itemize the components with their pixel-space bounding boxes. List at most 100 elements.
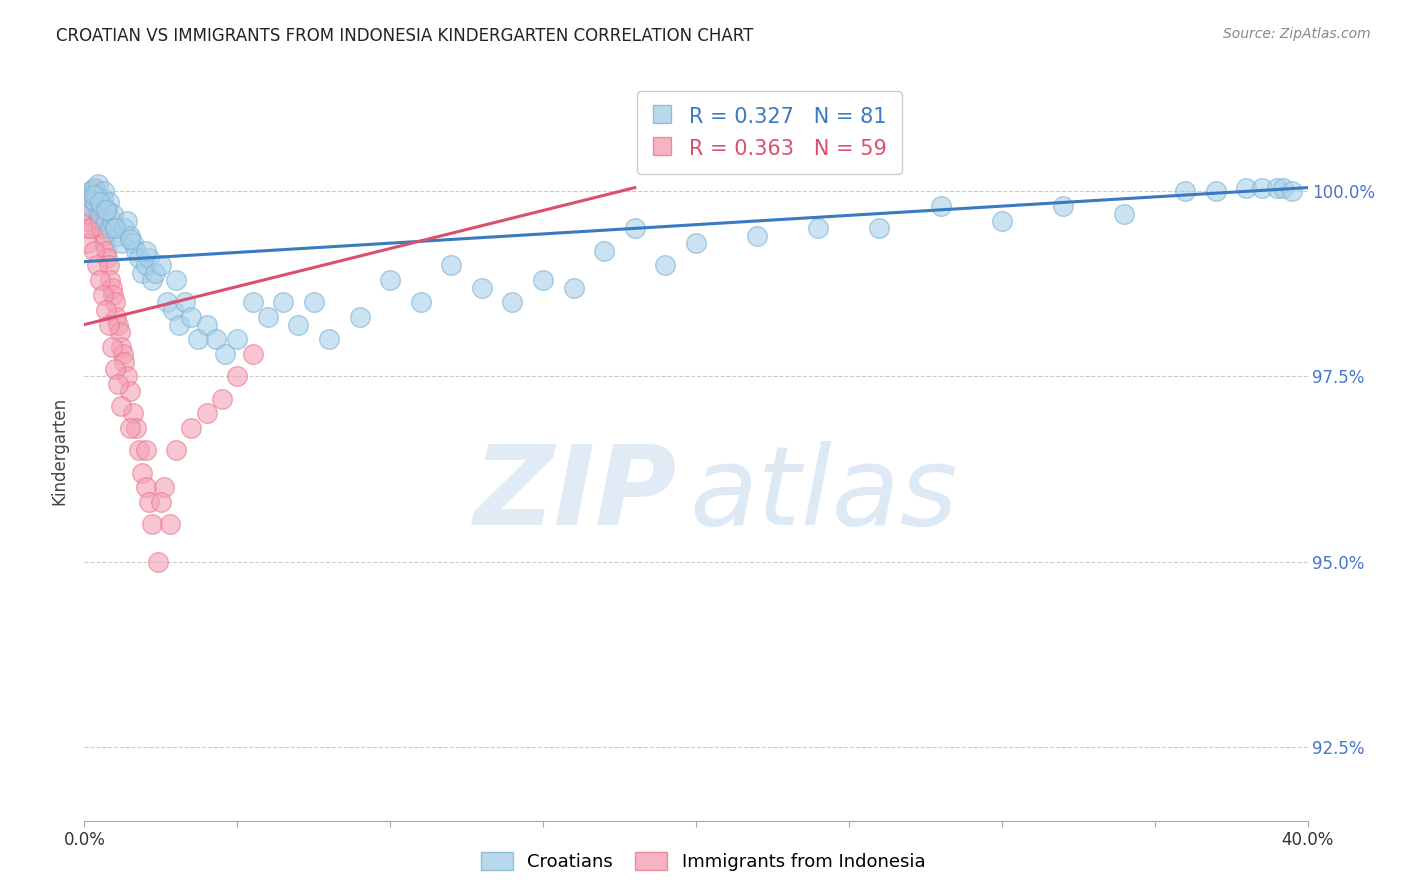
Legend: Croatians, Immigrants from Indonesia: Croatians, Immigrants from Indonesia [474,845,932,879]
Point [89,273,111,287]
Point [120,228,142,243]
Point [83,185,105,199]
Point [96,251,118,265]
Point [115,369,138,384]
Point [1236,180,1258,194]
Point [135,481,157,495]
Point [98,273,121,287]
Point [84,195,107,210]
Point [302,295,325,310]
Point [1272,180,1295,194]
Point [76,214,98,228]
Point [318,333,340,347]
Point [440,259,463,273]
Point [624,221,647,235]
Point [257,310,280,325]
Point [103,288,125,302]
Point [125,244,148,258]
Point [135,244,157,258]
Point [131,466,153,480]
Point [90,221,112,235]
Point [83,180,105,194]
Point [131,266,153,280]
Point [104,362,127,376]
Point [86,259,108,273]
Point [77,206,100,220]
Point [101,280,124,294]
Point [105,310,128,325]
Point [94,302,117,317]
Point [205,333,228,347]
Point [79,199,101,213]
Point [1174,185,1197,199]
Point [112,221,135,235]
Point [120,421,142,435]
Point [101,340,124,354]
Point [380,273,402,287]
Point [593,244,616,258]
Point [138,495,160,509]
Point [153,481,176,495]
Point [149,259,172,273]
Point [89,214,111,228]
Point [93,236,115,251]
Point [162,302,184,317]
Point [79,185,101,199]
Point [110,399,132,413]
Point [165,273,187,287]
Point [83,188,105,202]
Point [409,295,432,310]
Text: atlas: atlas [690,442,959,549]
Point [138,251,160,265]
Point [89,195,111,210]
Point [76,236,98,251]
Point [654,259,676,273]
Point [122,236,145,251]
Point [110,340,132,354]
Point [287,318,309,332]
Point [107,376,129,391]
Point [271,295,294,310]
Point [93,185,115,199]
Point [146,555,169,569]
Point [125,421,148,435]
Point [149,495,172,509]
Point [747,228,769,243]
Point [1281,185,1303,199]
Point [186,333,208,347]
Point [107,318,129,332]
Point [97,318,120,332]
Point [167,318,190,332]
Point [929,199,952,213]
Point [1250,180,1272,194]
Point [94,202,117,217]
Point [96,202,118,217]
Point [226,333,249,347]
Point [104,295,127,310]
Point [195,318,218,332]
Point [180,310,202,325]
Point [87,177,110,191]
Point [156,295,179,310]
Point [101,214,124,228]
Point [89,206,111,220]
Point [135,443,157,458]
Point [174,295,197,310]
Point [104,221,127,235]
Point [97,259,120,273]
Point [159,517,181,532]
Point [107,228,129,243]
Point [80,192,103,206]
Point [80,192,103,206]
Point [562,280,585,294]
Point [98,221,121,235]
Point [471,280,494,294]
Point [242,295,264,310]
Point [135,259,157,273]
Point [111,347,134,361]
Point [128,251,150,265]
Point [991,214,1014,228]
Point [685,236,707,251]
Point [1052,199,1074,213]
Point [180,421,202,435]
